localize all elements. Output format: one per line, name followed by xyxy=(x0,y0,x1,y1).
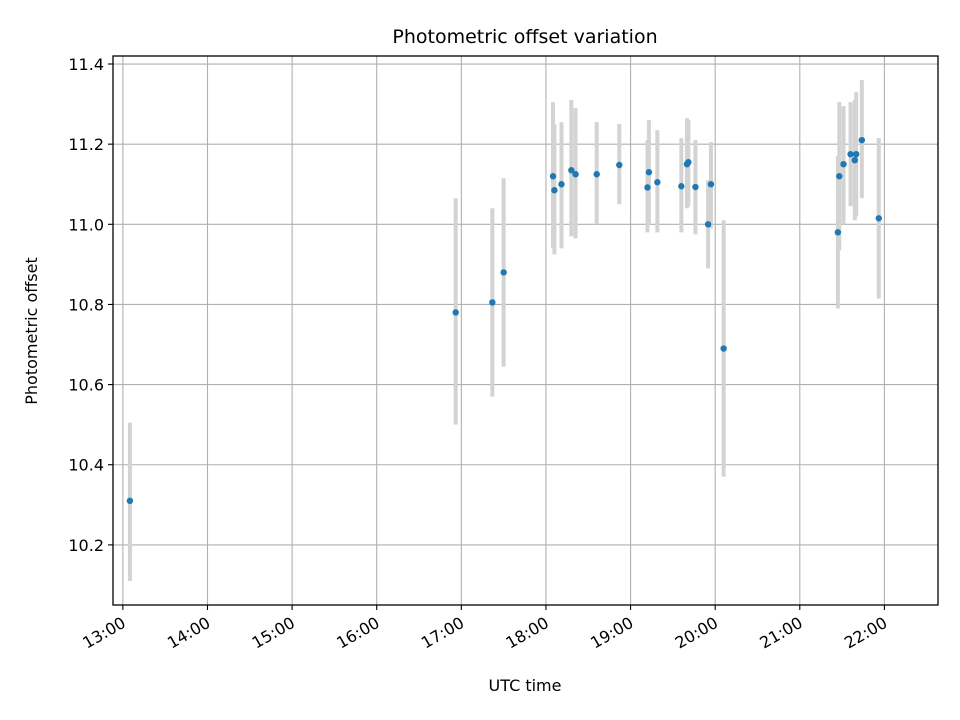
data-point xyxy=(851,156,858,164)
data-point xyxy=(720,345,727,352)
data-point xyxy=(654,179,661,186)
plot-frame xyxy=(112,55,939,606)
data-point xyxy=(549,173,557,180)
data-point xyxy=(558,181,565,188)
y-tick-label: 11.0 xyxy=(68,215,104,234)
data-point xyxy=(853,150,860,158)
x-tick-label: 13:00 xyxy=(79,613,128,653)
data-point xyxy=(616,161,623,169)
data-point xyxy=(645,169,653,176)
data-point xyxy=(452,309,459,316)
grid xyxy=(113,56,938,605)
x-axis-ticks: 13:00 14:00 15:00 16:00 17:00 18:00 19:00 20:00… xyxy=(79,605,890,653)
data-point xyxy=(593,171,600,178)
data-point xyxy=(847,150,854,158)
data-point xyxy=(858,136,866,144)
chart-title: Photometric offset variation xyxy=(392,26,657,48)
data-point xyxy=(840,160,847,168)
y-axis-ticks: 10.2 10.4 10.6 10.8 11.0 11.2 11.4 xyxy=(68,55,113,555)
data-point xyxy=(126,497,134,505)
x-tick-label: 16:00 xyxy=(333,613,382,653)
data-point xyxy=(572,171,579,178)
x-tick-label: 21:00 xyxy=(756,613,805,653)
y-tick-label: 10.8 xyxy=(68,295,104,314)
data-point xyxy=(489,299,496,306)
data-point xyxy=(685,158,692,166)
x-tick-label: 22:00 xyxy=(841,613,890,653)
x-tick-label: 17:00 xyxy=(418,613,467,653)
data-point xyxy=(568,167,575,174)
data-point xyxy=(875,215,882,222)
data-point xyxy=(500,269,507,276)
data-point xyxy=(692,183,699,191)
data-point xyxy=(834,229,842,236)
x-tick-label: 14:00 xyxy=(164,613,213,653)
x-tick-label: 19:00 xyxy=(587,613,636,653)
data-points xyxy=(126,136,882,505)
x-axis-label: UTC time xyxy=(489,676,562,695)
x-tick-label: 20:00 xyxy=(672,613,721,653)
y-axis-label: Photometric offset xyxy=(22,257,41,405)
data-point xyxy=(551,187,558,194)
error-bars xyxy=(127,80,881,581)
y-tick-label: 11.4 xyxy=(68,55,104,74)
x-tick-label: 15:00 xyxy=(249,613,298,653)
data-point xyxy=(678,183,685,190)
data-point xyxy=(707,181,715,188)
x-tick-label: 18:00 xyxy=(503,613,552,653)
data-point xyxy=(644,184,651,191)
y-tick-label: 10.2 xyxy=(68,536,104,555)
y-tick-label: 10.4 xyxy=(68,456,104,475)
data-point xyxy=(704,221,712,228)
y-tick-label: 11.2 xyxy=(68,135,104,154)
data-point xyxy=(836,173,843,180)
y-tick-label: 10.6 xyxy=(68,376,104,395)
